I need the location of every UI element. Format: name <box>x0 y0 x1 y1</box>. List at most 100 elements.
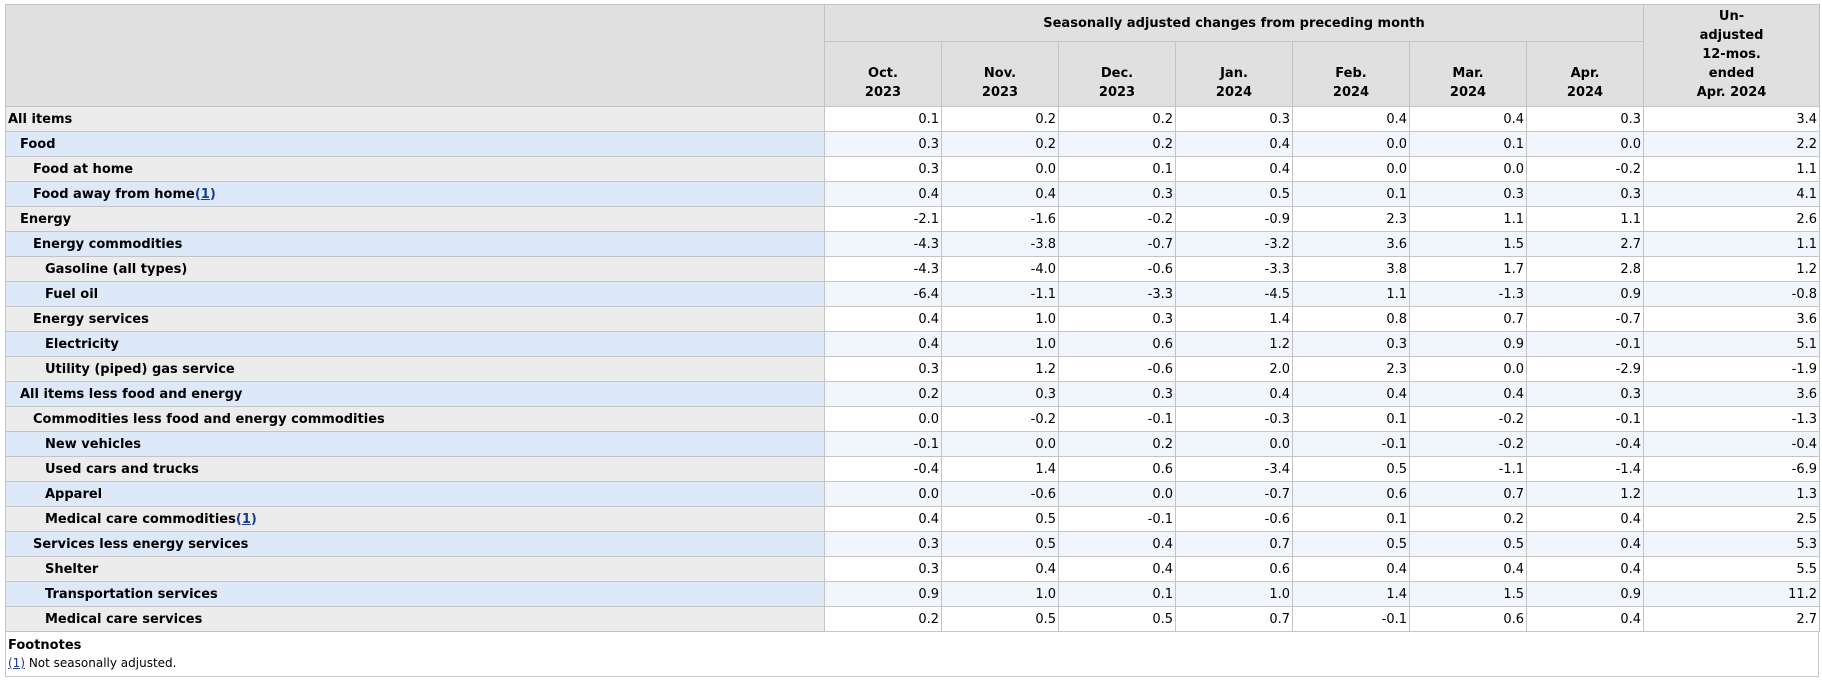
year-label: 2023 <box>981 85 1019 100</box>
row-label: Shelter <box>5 556 825 582</box>
value-cell: 0.2 <box>824 381 942 407</box>
value-cell: 2.0 <box>1175 356 1293 382</box>
value-cell: -0.2 <box>1525 156 1645 182</box>
value-cell: -0.1 <box>1525 406 1645 432</box>
table-row: Used cars and trucks -0.4 1.4 0.6 -3.4 0.5 -1.… <box>5 456 1821 482</box>
row-label: Food <box>5 131 825 157</box>
value-cell: 0.9 <box>1525 281 1645 307</box>
table-row: Food at home 0.3 0.0 0.1 0.4 0.0 0.0 -0.2 1.1 <box>5 156 1821 182</box>
row-label: Medical care commodities(1) <box>5 506 825 532</box>
footnote-1-link[interactable]: (1) <box>8 656 25 670</box>
row-label-text: Transportation services <box>45 586 218 602</box>
unadjusted-line-3: 12-mos. <box>1702 47 1761 62</box>
row-label-text: Food at home <box>33 161 134 177</box>
value-cell: -1.6 <box>941 206 1059 232</box>
value-cell: 0.7 <box>1175 606 1293 632</box>
month-column-header: Oct. 2023 <box>824 41 942 107</box>
row-label-text: Utility (piped) gas service <box>45 361 235 377</box>
unadjusted-value-cell: 4.1 <box>1643 181 1821 207</box>
value-cell: 3.6 <box>1292 231 1410 257</box>
value-cell: 0.6 <box>1409 606 1527 632</box>
value-cell: 0.2 <box>941 131 1059 157</box>
value-cell: -2.1 <box>824 206 942 232</box>
value-cell: 0.5 <box>1292 456 1410 482</box>
row-label: All items <box>5 106 825 132</box>
row-label: Food at home <box>5 156 825 182</box>
value-cell: -0.4 <box>1525 431 1645 457</box>
value-cell: 0.4 <box>1292 556 1410 582</box>
value-cell: -2.9 <box>1525 356 1645 382</box>
table-row: Food away from home(1) 0.4 0.4 0.3 0.5 0.1 0.3… <box>5 181 1821 207</box>
unadjusted-value-cell: 5.3 <box>1643 531 1821 557</box>
unadjusted-line-5: Apr. 2024 <box>1696 85 1767 100</box>
value-cell: 2.3 <box>1292 356 1410 382</box>
value-cell: 0.3 <box>1292 331 1410 357</box>
row-label: Energy services <box>5 306 825 332</box>
unadjusted-value-cell: 1.1 <box>1643 231 1821 257</box>
value-cell: 0.0 <box>824 481 942 507</box>
value-cell: 0.3 <box>824 531 942 557</box>
value-cell: 1.0 <box>941 581 1059 607</box>
month-column-header: Nov. 2023 <box>941 41 1059 107</box>
year-label: 2023 <box>1098 85 1136 100</box>
value-cell: 1.0 <box>1175 581 1293 607</box>
value-cell: -0.6 <box>1058 356 1176 382</box>
value-cell: -0.7 <box>1175 481 1293 507</box>
year-label: 2024 <box>1566 85 1604 100</box>
unadjusted-value-cell: -1.9 <box>1643 356 1821 382</box>
value-cell: -0.1 <box>1058 506 1176 532</box>
value-cell: 0.7 <box>1175 531 1293 557</box>
row-label-text: Food <box>20 136 56 152</box>
value-cell: 1.2 <box>1175 331 1293 357</box>
month-column-header: Dec. 2023 <box>1058 41 1176 107</box>
unadjusted-value-cell: -1.3 <box>1643 406 1821 432</box>
footnote-ref-link[interactable]: 1 <box>241 511 251 527</box>
unadjusted-header: Un- adjusted 12-mos. ended Apr. 2024 <box>1643 4 1821 107</box>
table-row: New vehicles -0.1 0.0 0.2 0.0 -0.1 -0.2 -0.4 -0.… <box>5 431 1821 457</box>
row-label: All items less food and energy <box>5 381 825 407</box>
value-cell: 1.1 <box>1409 206 1527 232</box>
footnote-ref-link[interactable]: 1 <box>200 186 210 202</box>
value-cell: 0.4 <box>1175 156 1293 182</box>
row-label: Energy <box>5 206 825 232</box>
value-cell: 0.3 <box>824 156 942 182</box>
value-cell: -1.1 <box>941 281 1059 307</box>
month-column-header: Apr. 2024 <box>1525 41 1645 107</box>
value-cell: -1.4 <box>1525 456 1645 482</box>
unadjusted-value-cell: -6.9 <box>1643 456 1821 482</box>
table-row: Energy -2.1 -1.6 -0.2 -0.9 2.3 1.1 1.1 2.6 <box>5 206 1821 232</box>
value-cell: 1.7 <box>1409 256 1527 282</box>
value-cell: 0.4 <box>1292 381 1410 407</box>
value-cell: -0.3 <box>1175 406 1293 432</box>
footnote-paren-open: ( <box>235 511 242 527</box>
month-label: Feb. <box>1335 66 1367 81</box>
value-cell: 0.6 <box>1292 481 1410 507</box>
table-row: Fuel oil -6.4 -1.1 -3.3 -4.5 1.1 -1.3 0.9 -0.8 <box>5 281 1821 307</box>
value-cell: -0.1 <box>1058 406 1176 432</box>
value-cell: 0.6 <box>1058 456 1176 482</box>
footnote-paren-open: ( <box>194 186 201 202</box>
value-cell: 1.5 <box>1409 231 1527 257</box>
value-cell: -0.6 <box>1175 506 1293 532</box>
footnotes-title: Footnotes <box>8 638 82 653</box>
value-cell: -3.3 <box>1175 256 1293 282</box>
value-cell: 0.0 <box>1292 131 1410 157</box>
table-row: Energy commodities -4.3 -3.8 -0.7 -3.2 3.6 1.5… <box>5 231 1821 257</box>
value-cell: 0.3 <box>1058 181 1176 207</box>
value-cell: -4.3 <box>824 256 942 282</box>
value-cell: 1.0 <box>941 331 1059 357</box>
value-cell: 0.5 <box>1409 531 1527 557</box>
value-cell: 0.0 <box>1175 431 1293 457</box>
value-cell: 0.1 <box>1292 181 1410 207</box>
value-cell: 1.4 <box>941 456 1059 482</box>
value-cell: 0.4 <box>1525 606 1645 632</box>
value-cell: 0.3 <box>1525 106 1645 132</box>
value-cell: 0.4 <box>941 556 1059 582</box>
value-cell: -0.2 <box>1058 206 1176 232</box>
row-label-text: Used cars and trucks <box>45 461 199 477</box>
month-label: Apr. <box>1570 66 1600 81</box>
row-label: Medical care services <box>5 606 825 632</box>
table-row: Medical care services 0.2 0.5 0.5 0.7 -0.1 0.6… <box>5 606 1821 632</box>
value-cell: 0.6 <box>1058 331 1176 357</box>
row-label-text: Energy services <box>33 311 149 327</box>
